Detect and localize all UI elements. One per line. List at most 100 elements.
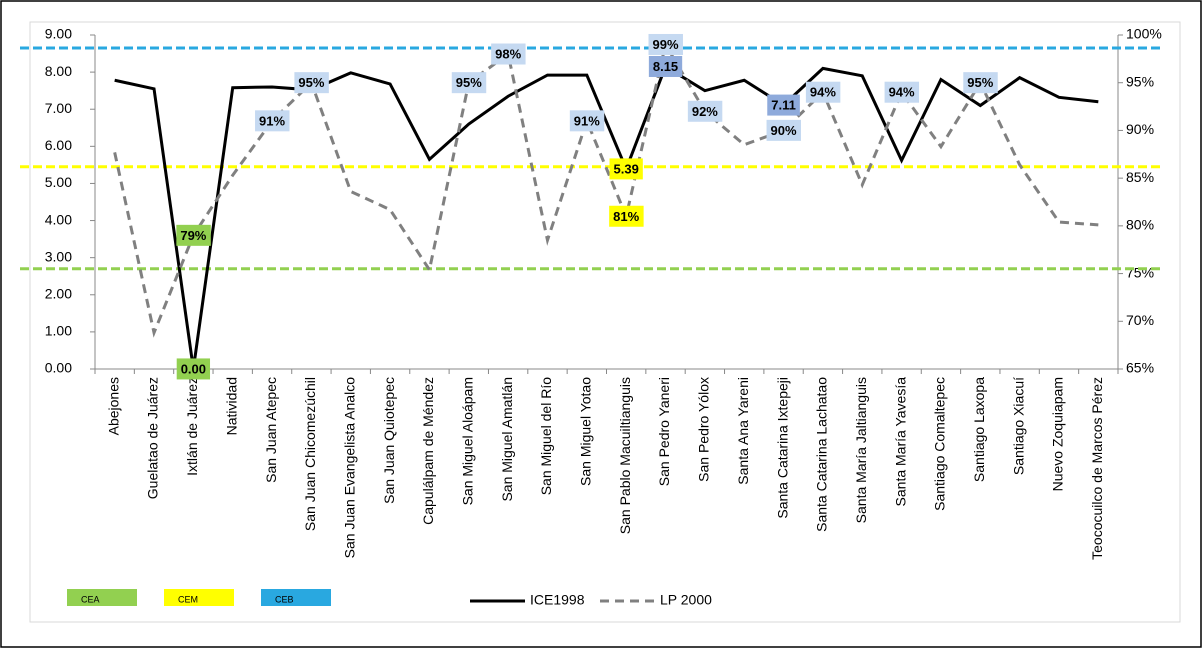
- data-label: 79%: [176, 224, 211, 246]
- y-tick-label: 9.00: [45, 26, 72, 42]
- x-tick-label: Abejones: [105, 377, 121, 435]
- y-tick-label: 2.00: [45, 285, 72, 301]
- x-tick-label: Guelatao de Juárez: [145, 377, 161, 499]
- y2-tick-label: 90%: [1126, 121, 1154, 137]
- data-label-text: 91%: [574, 113, 600, 128]
- x-tick-label: Santiago Xiacuí: [1010, 377, 1026, 475]
- y2-tick-label: 75%: [1126, 264, 1154, 280]
- data-label: 92%: [687, 100, 723, 122]
- data-label: 95%: [294, 72, 329, 94]
- x-tick-label: San Juan Quiotepec: [381, 377, 397, 504]
- legend-swatch: [67, 589, 137, 606]
- data-label-box: [255, 110, 290, 132]
- y2-tick-label: 95%: [1126, 73, 1154, 89]
- data-label-text: 94%: [810, 85, 836, 100]
- legend-label: CEB: [275, 594, 294, 604]
- data-label-text: 95%: [456, 75, 482, 90]
- legend-label: ICE1998: [530, 592, 585, 608]
- data-label-text: 91%: [259, 113, 285, 128]
- x-tick-label: Ixtlán de Juárez: [184, 377, 200, 476]
- data-label-text: 99%: [653, 37, 679, 52]
- data-label: 99%: [648, 33, 683, 55]
- y-tick-label: 4.00: [45, 211, 72, 227]
- data-label-box: [294, 72, 329, 94]
- x-tick-label: Santa Catarina Ixtepeji: [774, 377, 790, 519]
- data-label-text: 95%: [298, 75, 324, 90]
- x-tick-label: San Pablo Macuiltianguis: [617, 377, 633, 534]
- data-label-text: 81%: [613, 209, 639, 224]
- x-tick-label: Santa María Jaltianguis: [853, 377, 869, 523]
- legend-swatch: [164, 589, 234, 606]
- x-tick-label: Santiago Laxopa: [971, 377, 987, 482]
- legend-label: LP 2000: [660, 592, 712, 608]
- data-label: 5.39: [609, 158, 643, 180]
- data-label-text: 7.11: [771, 98, 796, 113]
- y-tick-label: 5.00: [45, 174, 72, 190]
- x-tick-label: San Pedro Yólox: [696, 377, 712, 482]
- data-label-text: 94%: [889, 85, 915, 100]
- data-label: 91%: [255, 110, 290, 132]
- data-label-text: 95%: [967, 75, 993, 90]
- data-label-text: 79%: [180, 228, 206, 243]
- data-label-text: 98%: [495, 47, 521, 62]
- x-tick-label: San Juan Evangelista Analco: [341, 377, 357, 559]
- data-label-box: [767, 94, 800, 116]
- data-label-box: [451, 72, 487, 94]
- y-tick-label: 7.00: [45, 100, 72, 116]
- data-label-box: [569, 110, 605, 132]
- x-tick-label: Santiago Comaltepec: [932, 377, 948, 511]
- x-tick-label: San Juan Chicomezúchil: [302, 377, 318, 531]
- x-tick-label: Santa Ana Yareni: [735, 377, 751, 485]
- data-label-box: [687, 100, 723, 122]
- x-tick-label: Santa María Yavesía: [892, 377, 908, 507]
- y-tick-label: 0.00: [45, 360, 72, 376]
- x-tick-label: San Pedro Yaneri: [656, 377, 672, 486]
- legend-label: CEA: [81, 594, 100, 604]
- data-label-box: [491, 43, 526, 65]
- y-tick-label: 1.00: [45, 323, 72, 339]
- data-label-box: [176, 224, 211, 246]
- legend-label: CEM: [178, 594, 198, 604]
- data-label: 90%: [766, 119, 802, 141]
- data-label: 8.15: [648, 55, 683, 77]
- y2-tick-label: 85%: [1126, 169, 1154, 185]
- x-tick-label: San Miguel Yotao: [578, 377, 594, 486]
- data-label-box: [805, 81, 841, 103]
- x-tick-label: San Miguel del Río: [538, 377, 554, 496]
- data-label-box: [884, 81, 920, 103]
- x-tick-label: Teococuilco de Marcos Pérez: [1089, 377, 1105, 560]
- data-label: 95%: [963, 72, 998, 94]
- y2-tick-label: 70%: [1126, 312, 1154, 328]
- data-label: 94%: [805, 81, 841, 103]
- data-label-text: 8.15: [653, 59, 678, 74]
- data-label-box: [609, 158, 643, 180]
- data-label-text: 92%: [692, 104, 718, 119]
- data-label-box: [766, 119, 802, 141]
- data-label: 7.11: [767, 94, 800, 116]
- chart-area: [29, 21, 1181, 623]
- data-label-box: [648, 33, 683, 55]
- data-label: 95%: [451, 72, 487, 94]
- x-tick-label: San Miguel Amatlán: [499, 377, 515, 502]
- data-label: 98%: [491, 43, 526, 65]
- x-tick-label: Nuevo Zoquiapam: [1050, 377, 1066, 491]
- data-label: 94%: [884, 81, 920, 103]
- data-label-box: [176, 358, 211, 380]
- legend-swatch: [261, 589, 331, 606]
- data-label: 0.00: [176, 358, 211, 380]
- data-label-text: 0.00: [181, 361, 206, 376]
- data-label: 91%: [569, 110, 605, 132]
- x-tick-label: Capulálpam de Méndez: [420, 377, 436, 525]
- data-label-box: [963, 72, 998, 94]
- series-line: [114, 64, 1099, 370]
- x-tick-label: San Miguel Aloápam: [459, 377, 475, 505]
- y2-tick-label: 100%: [1126, 26, 1162, 42]
- x-tick-label: Natividad: [223, 377, 239, 435]
- y-tick-label: 8.00: [45, 63, 72, 79]
- x-tick-label: Santa Catarina Lachatao: [814, 377, 830, 532]
- y-tick-label: 6.00: [45, 137, 72, 153]
- data-label-box: [648, 55, 683, 77]
